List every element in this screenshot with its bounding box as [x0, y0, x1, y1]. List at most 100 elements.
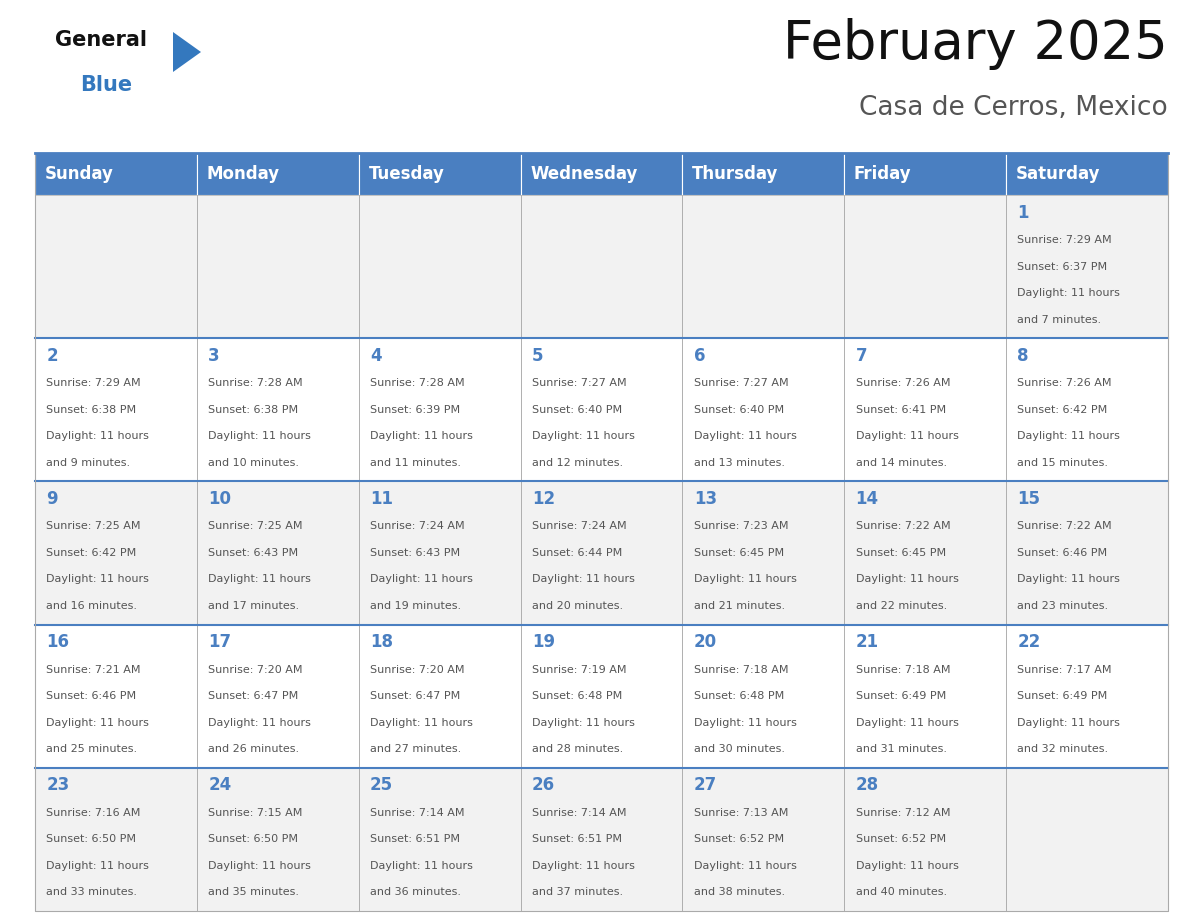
Bar [34, 195, 197, 338]
Bar [682, 624, 845, 767]
Text: Sunrise: 7:14 AM: Sunrise: 7:14 AM [369, 808, 465, 818]
Bar [682, 195, 845, 338]
Bar [34, 338, 1168, 481]
Text: Sunrise: 7:16 AM: Sunrise: 7:16 AM [46, 808, 140, 818]
Text: Sunrise: 7:27 AM: Sunrise: 7:27 AM [532, 378, 626, 388]
Text: Sunrise: 7:29 AM: Sunrise: 7:29 AM [1017, 235, 1112, 245]
Bar [682, 481, 845, 624]
Text: Daylight: 11 hours: Daylight: 11 hours [694, 431, 797, 442]
Text: Sunset: 6:43 PM: Sunset: 6:43 PM [369, 548, 460, 558]
Text: 24: 24 [208, 777, 232, 794]
Bar [1006, 767, 1168, 911]
Text: 2: 2 [46, 347, 58, 364]
Text: and 10 minutes.: and 10 minutes. [208, 458, 299, 468]
Text: and 37 minutes.: and 37 minutes. [532, 888, 623, 898]
Bar [34, 624, 1168, 767]
Bar [845, 153, 1006, 195]
Bar [197, 195, 359, 338]
Text: Sunrise: 7:19 AM: Sunrise: 7:19 AM [532, 665, 626, 675]
Text: Sunday: Sunday [45, 165, 114, 183]
Text: Daylight: 11 hours: Daylight: 11 hours [855, 575, 959, 585]
Text: and 40 minutes.: and 40 minutes. [855, 888, 947, 898]
Text: Sunrise: 7:26 AM: Sunrise: 7:26 AM [1017, 378, 1112, 388]
Text: and 21 minutes.: and 21 minutes. [694, 601, 785, 611]
Text: 19: 19 [532, 633, 555, 651]
Bar [34, 767, 197, 911]
Text: Sunset: 6:42 PM: Sunset: 6:42 PM [46, 548, 137, 558]
Text: Daylight: 11 hours: Daylight: 11 hours [532, 861, 634, 871]
Text: Sunrise: 7:25 AM: Sunrise: 7:25 AM [208, 521, 303, 532]
Bar [682, 338, 845, 481]
Text: and 13 minutes.: and 13 minutes. [694, 458, 785, 468]
Text: and 20 minutes.: and 20 minutes. [532, 601, 623, 611]
Text: and 7 minutes.: and 7 minutes. [1017, 315, 1101, 325]
Bar [1006, 481, 1168, 624]
Text: Sunset: 6:50 PM: Sunset: 6:50 PM [208, 834, 298, 845]
Text: February 2025: February 2025 [783, 18, 1168, 70]
Text: Daylight: 11 hours: Daylight: 11 hours [532, 575, 634, 585]
Bar [682, 153, 845, 195]
Text: Sunrise: 7:28 AM: Sunrise: 7:28 AM [369, 378, 465, 388]
Text: 8: 8 [1017, 347, 1029, 364]
Text: Daylight: 11 hours: Daylight: 11 hours [369, 575, 473, 585]
Text: 13: 13 [694, 490, 716, 508]
Text: Sunrise: 7:20 AM: Sunrise: 7:20 AM [208, 665, 303, 675]
Text: Sunset: 6:43 PM: Sunset: 6:43 PM [208, 548, 298, 558]
Text: General: General [55, 30, 147, 50]
Text: Sunrise: 7:23 AM: Sunrise: 7:23 AM [694, 521, 789, 532]
Text: Sunset: 6:46 PM: Sunset: 6:46 PM [1017, 548, 1107, 558]
Text: and 15 minutes.: and 15 minutes. [1017, 458, 1108, 468]
Text: and 28 minutes.: and 28 minutes. [532, 744, 624, 755]
Text: 27: 27 [694, 777, 718, 794]
Text: Daylight: 11 hours: Daylight: 11 hours [46, 718, 150, 728]
Bar [34, 624, 197, 767]
Bar [197, 767, 359, 911]
Text: and 27 minutes.: and 27 minutes. [369, 744, 461, 755]
Text: Sunset: 6:52 PM: Sunset: 6:52 PM [855, 834, 946, 845]
Text: Sunrise: 7:15 AM: Sunrise: 7:15 AM [208, 808, 303, 818]
Text: Saturday: Saturday [1016, 165, 1100, 183]
Text: Sunset: 6:38 PM: Sunset: 6:38 PM [46, 405, 137, 415]
Text: 22: 22 [1017, 633, 1041, 651]
Text: Daylight: 11 hours: Daylight: 11 hours [855, 431, 959, 442]
Bar [34, 153, 197, 195]
Text: Thursday: Thursday [693, 165, 778, 183]
Bar [845, 338, 1006, 481]
Text: 18: 18 [369, 633, 393, 651]
Text: and 35 minutes.: and 35 minutes. [208, 888, 299, 898]
Text: Sunset: 6:47 PM: Sunset: 6:47 PM [369, 691, 460, 701]
Text: 1: 1 [1017, 204, 1029, 221]
Polygon shape [173, 32, 201, 72]
Text: and 25 minutes.: and 25 minutes. [46, 744, 138, 755]
Text: 3: 3 [208, 347, 220, 364]
Text: Sunset: 6:48 PM: Sunset: 6:48 PM [532, 691, 623, 701]
Text: 17: 17 [208, 633, 232, 651]
Text: 16: 16 [46, 633, 69, 651]
Text: Friday: Friday [854, 165, 911, 183]
Text: and 23 minutes.: and 23 minutes. [1017, 601, 1108, 611]
Text: Sunset: 6:51 PM: Sunset: 6:51 PM [369, 834, 460, 845]
Text: Sunrise: 7:14 AM: Sunrise: 7:14 AM [532, 808, 626, 818]
Text: Daylight: 11 hours: Daylight: 11 hours [1017, 575, 1120, 585]
Text: Sunrise: 7:18 AM: Sunrise: 7:18 AM [694, 665, 789, 675]
Text: Sunrise: 7:22 AM: Sunrise: 7:22 AM [1017, 521, 1112, 532]
Text: and 30 minutes.: and 30 minutes. [694, 744, 785, 755]
Text: Sunset: 6:40 PM: Sunset: 6:40 PM [694, 405, 784, 415]
Bar [520, 195, 682, 338]
Bar [1006, 338, 1168, 481]
Text: Daylight: 11 hours: Daylight: 11 hours [694, 575, 797, 585]
Text: and 31 minutes.: and 31 minutes. [855, 744, 947, 755]
Text: Daylight: 11 hours: Daylight: 11 hours [46, 575, 150, 585]
Bar [682, 767, 845, 911]
Text: Sunset: 6:39 PM: Sunset: 6:39 PM [369, 405, 460, 415]
Text: Sunrise: 7:24 AM: Sunrise: 7:24 AM [369, 521, 465, 532]
Text: and 26 minutes.: and 26 minutes. [208, 744, 299, 755]
Text: 10: 10 [208, 490, 232, 508]
Text: 14: 14 [855, 490, 879, 508]
Text: Sunrise: 7:24 AM: Sunrise: 7:24 AM [532, 521, 626, 532]
Text: Sunrise: 7:21 AM: Sunrise: 7:21 AM [46, 665, 141, 675]
Text: Sunset: 6:45 PM: Sunset: 6:45 PM [855, 548, 946, 558]
Text: Daylight: 11 hours: Daylight: 11 hours [855, 861, 959, 871]
Text: and 11 minutes.: and 11 minutes. [369, 458, 461, 468]
Text: 4: 4 [369, 347, 381, 364]
